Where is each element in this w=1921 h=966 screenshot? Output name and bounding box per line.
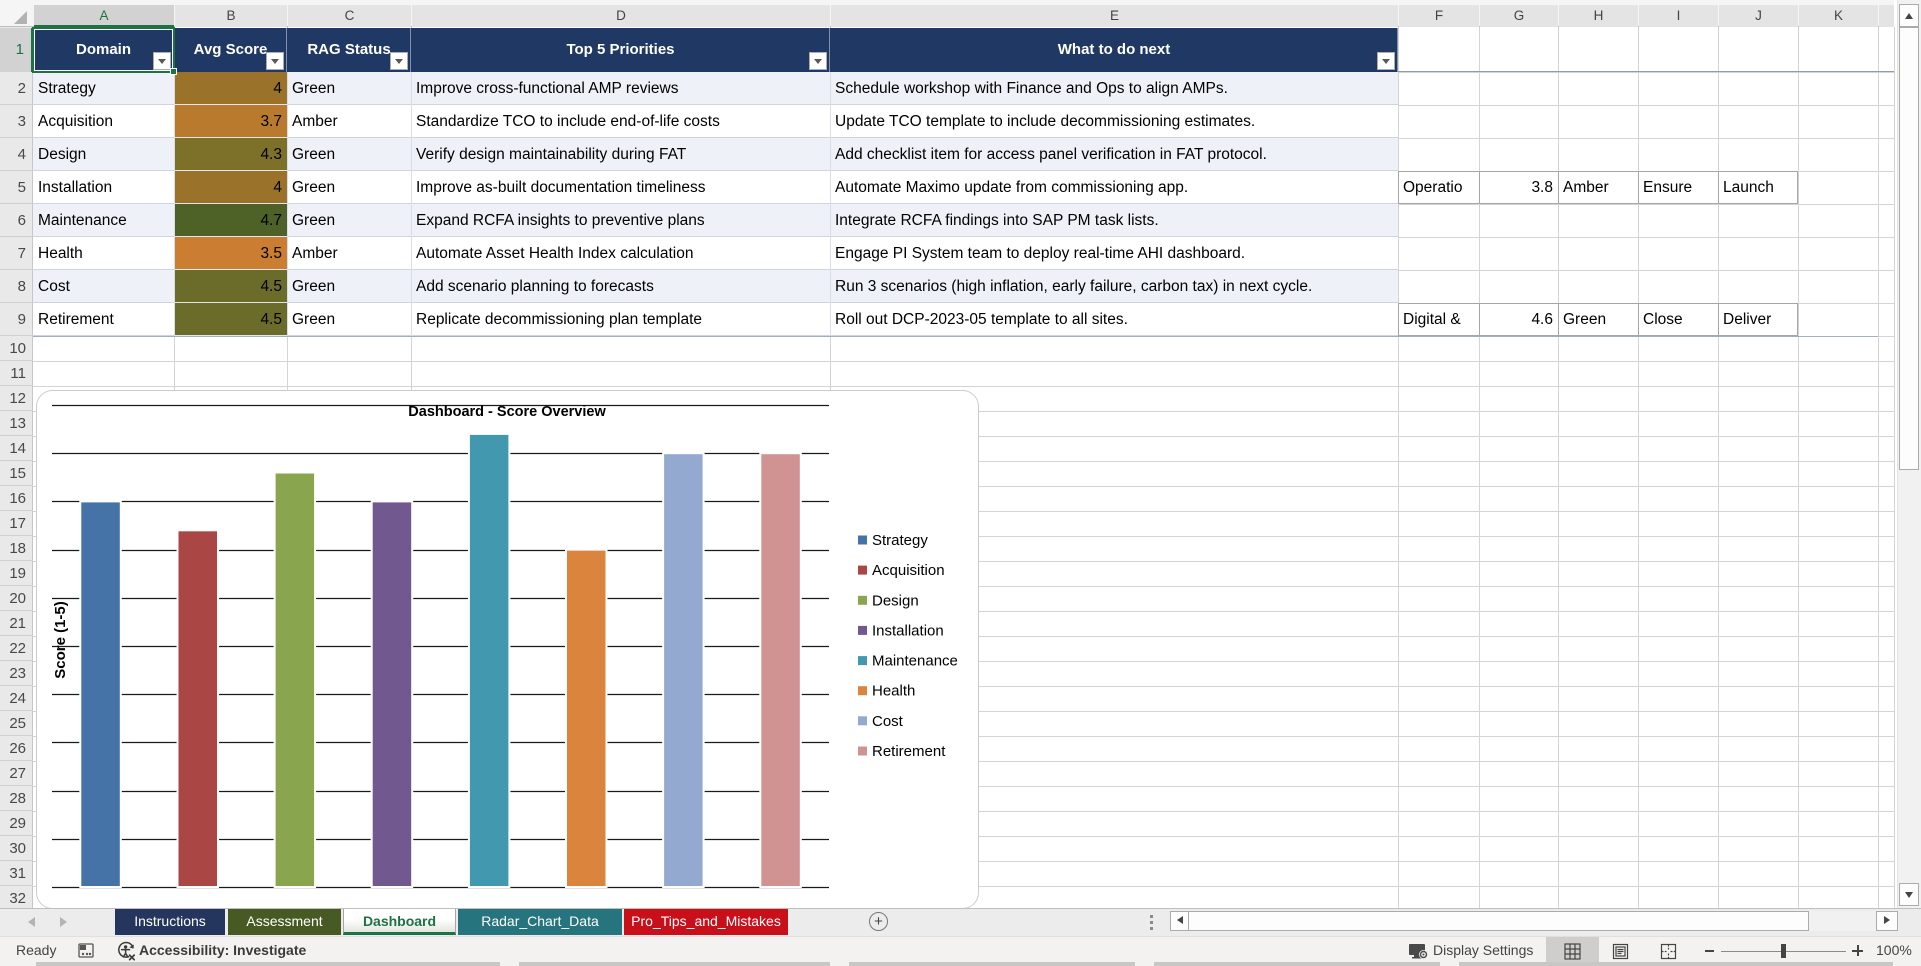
svg-text:Installation: Installation	[872, 622, 944, 639]
svg-text:Maintenance: Maintenance	[872, 653, 958, 670]
svg-text:Health: Health	[872, 683, 915, 700]
svg-text:Retirement: Retirement	[872, 743, 946, 760]
svg-text:Design: Design	[872, 592, 919, 609]
svg-text:Score (1-5): Score (1-5)	[52, 601, 69, 679]
svg-text:Cost: Cost	[872, 713, 904, 730]
svg-text:Dashboard - Score Overview: Dashboard - Score Overview	[408, 404, 606, 420]
svg-text:Strategy: Strategy	[872, 532, 928, 549]
svg-text:Acquisition: Acquisition	[872, 562, 945, 579]
